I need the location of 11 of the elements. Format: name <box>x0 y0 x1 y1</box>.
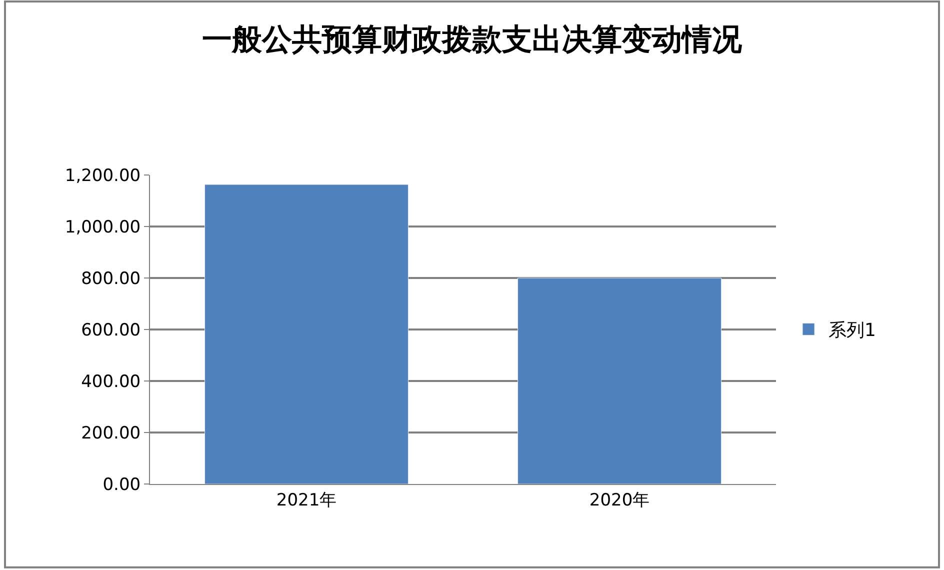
y-tick-label: 600.00 <box>81 320 141 340</box>
y-tick-label: 1,000.00 <box>64 217 141 238</box>
y-tick-label: 1,200.00 <box>64 166 141 186</box>
y-tick-label: 400.00 <box>81 372 141 392</box>
legend-label: 系列1 <box>828 320 876 342</box>
y-tick-label: 200.00 <box>81 423 141 444</box>
chart-title: 一般公共预算财政拨款支出决算变动情况 <box>202 22 743 58</box>
y-tick-label: 0.00 <box>102 474 141 495</box>
x-tick-label: 2020年 <box>589 490 650 510</box>
y-tick-label: 800.00 <box>81 268 141 289</box>
x-tick-label: 2021年 <box>276 490 337 510</box>
